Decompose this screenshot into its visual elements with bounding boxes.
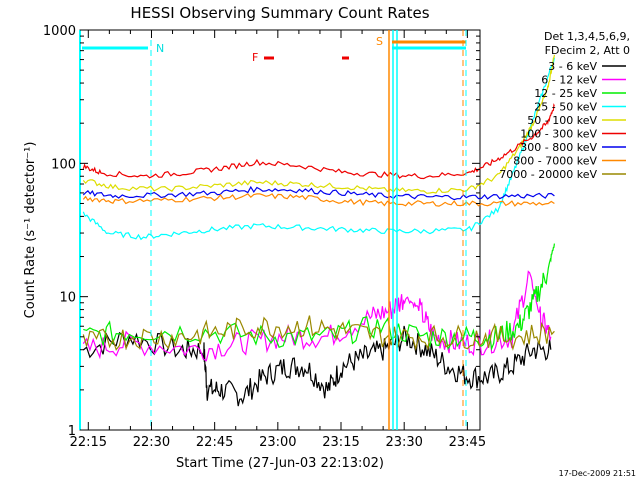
legend-label: 800 - 7000 keV bbox=[513, 155, 597, 168]
legend-label: 12 - 25 keV bbox=[534, 87, 597, 100]
plot-area: NFS 22:15 22:30 22:45 23:00 23:15 23:30 23:45 … bbox=[43, 24, 555, 450]
series-line-3 bbox=[82, 57, 555, 241]
y-tick-label: 1 bbox=[68, 424, 76, 439]
overlay-layer: N F S bbox=[79, 30, 467, 430]
y-tick-label: 10 bbox=[59, 291, 76, 306]
x-tick-label: 23:00 bbox=[259, 435, 296, 450]
series-line-6 bbox=[82, 185, 555, 201]
series-layer bbox=[82, 54, 555, 407]
y-tick-label: 1000 bbox=[43, 24, 76, 39]
saa-marker-label: S bbox=[376, 35, 383, 48]
legend-label: 25 - 50 keV bbox=[534, 101, 597, 114]
legend-label: 6 - 12 keV bbox=[541, 74, 597, 87]
legend-label: 300 - 800 keV bbox=[520, 141, 597, 154]
legend-header-line: FDecim 2, Att 0 bbox=[545, 44, 630, 57]
x-axis-title: Start Time (27-Jun-03 22:13:02) bbox=[176, 456, 384, 471]
series-line-0 bbox=[82, 325, 552, 407]
legend-label: 7000 - 20000 keV bbox=[499, 168, 597, 181]
series-line-4 bbox=[82, 54, 555, 194]
chart-title: HESSI Observing Summary Count Rates bbox=[130, 4, 429, 22]
series-line-5 bbox=[82, 103, 555, 180]
x-tick-label: 23:30 bbox=[385, 435, 422, 450]
legend: Det 1,3,4,5,6,9,FDecim 2, Att 0 3 - 6 keV… bbox=[499, 30, 630, 181]
legend-label: 3 - 6 keV bbox=[548, 60, 597, 73]
series-line-2 bbox=[83, 243, 555, 352]
x-tick-label: 22:30 bbox=[133, 435, 170, 450]
night-marker-label: N bbox=[156, 42, 164, 55]
plot-frame bbox=[79, 29, 481, 431]
x-tick-label: 23:45 bbox=[449, 435, 486, 450]
y-axis-ticks: 1 10 100 1000 bbox=[43, 24, 480, 439]
footer-date: 17-Dec-2009 21:51 bbox=[559, 469, 636, 478]
y-axis-title: Count Rate (s⁻¹ detector⁻¹) bbox=[23, 142, 38, 319]
x-tick-label: 23:15 bbox=[322, 435, 359, 450]
series-line-1 bbox=[82, 270, 552, 362]
series-line-8 bbox=[82, 315, 555, 352]
legend-header-line: Det 1,3,4,5,6,9, bbox=[544, 30, 630, 43]
flare-marker-label: F bbox=[252, 51, 258, 64]
y-tick-label: 100 bbox=[51, 157, 76, 172]
legend-label: 50 - 100 keV bbox=[527, 114, 597, 127]
x-axis-ticks: 22:15 22:30 22:45 23:00 23:15 23:30 23:45 bbox=[70, 30, 486, 450]
x-tick-label: 22:45 bbox=[196, 435, 233, 450]
x-tick-label: 22:15 bbox=[70, 435, 107, 450]
legend-label: 100 - 300 keV bbox=[520, 128, 597, 141]
